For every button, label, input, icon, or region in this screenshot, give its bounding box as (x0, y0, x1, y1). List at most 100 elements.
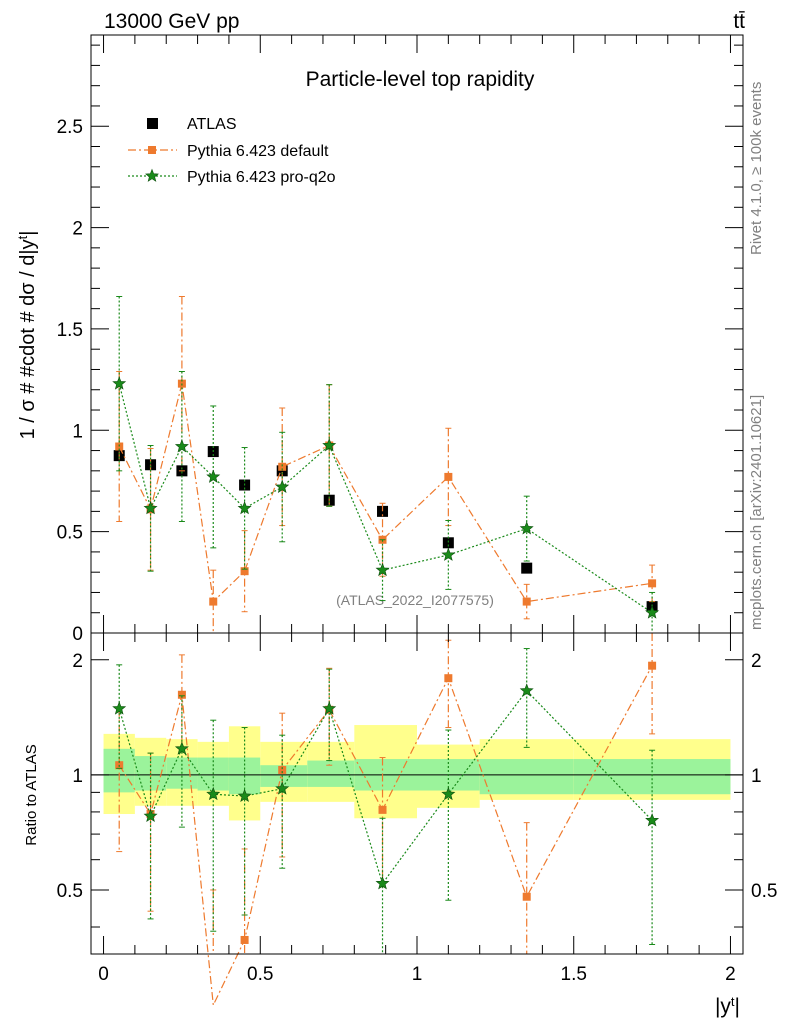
data-point (442, 537, 454, 549)
ratio-y-tick-label-right: 0.5 (751, 881, 777, 902)
x-tick-label: 1.5 (561, 964, 587, 985)
ratio-data-point (645, 813, 660, 827)
data-point (206, 469, 221, 483)
legend-marker-pythia-default (148, 146, 156, 154)
data-point (322, 438, 337, 452)
main-y-axis-label: 1 / σ # #cdot # dσ / d|yt| (15, 231, 40, 440)
axis-label-part: 1 / σ # #cdot # dσ / d|y (17, 239, 39, 439)
rivet-version-label: Rivet 4.1.0, ≥ 100k events (748, 82, 765, 255)
x-tick-label: 0.5 (247, 964, 273, 985)
data-point (521, 562, 533, 574)
ratio-data-point (206, 786, 221, 801)
ratio-uncertainty-bands (103, 725, 731, 821)
legend-marker-atlas (147, 118, 158, 129)
x-tick-label: 1 (412, 964, 423, 985)
ratio-data-point (275, 781, 290, 795)
data-point (237, 501, 252, 515)
data-point (112, 376, 127, 390)
series-line (118, 383, 653, 603)
ratio-data-point (378, 805, 387, 814)
legend: ATLAS Pythia 6.423 default Pythia 6.423 … (128, 116, 336, 186)
series-atlas (113, 446, 658, 613)
ratio-inner-band (479, 759, 574, 795)
x-axis-label: |yt| (715, 994, 740, 1019)
data-point (645, 605, 660, 619)
y-tick-label: 0 (72, 624, 83, 645)
ratio-data-point (112, 701, 127, 715)
ratio-y-axis-label: Ratio to ATLAS (23, 744, 40, 845)
analysis-watermark: (ATLAS_2022_I2077575) (336, 592, 494, 608)
ratio-data-point (375, 876, 390, 890)
ratio-series-pythia-6-423-pro-q2o (112, 648, 660, 954)
legend-label-atlas: ATLAS (187, 116, 237, 133)
ratio-data-point (143, 808, 158, 823)
data-point (275, 479, 290, 493)
legend-entry-atlas: ATLAS (147, 116, 237, 133)
x-tick-label: 2 (725, 964, 736, 985)
y-tick-label: 2 (72, 219, 83, 240)
ratio-data-series (112, 633, 660, 1008)
ratio-y-tick-label: 1 (72, 766, 83, 787)
energy-label: 13000 GeV pp (104, 10, 239, 33)
data-point (276, 465, 288, 477)
data-point (375, 562, 390, 577)
y-tick-label: 2.5 (57, 117, 83, 138)
data-point (519, 521, 534, 535)
data-point (444, 472, 453, 481)
ratio-plot-panel: 0.5 0.5 1 1 2 2 0 0.5 1 1.5 2 Ratio to ATLAS |yt| (23, 632, 777, 1019)
data-point (240, 567, 249, 576)
main-plot-panel: Particle-level top rapidity (ATLAS_2022_… (15, 34, 744, 645)
main-data-series (112, 295, 660, 634)
mcplots-source-label: mcplots.cern.ch [arXiv:2401.10621] (748, 395, 765, 630)
data-point (278, 462, 287, 471)
main-plot-title: Particle-level top rapidity (306, 68, 535, 91)
process-label: tt̄ (733, 10, 745, 33)
series-pythia-6-423-pro-q2o (112, 295, 660, 634)
ratio-inner-band (573, 759, 731, 795)
y-tick-label: 1.5 (57, 320, 83, 341)
y-tick-label: 1 (72, 421, 83, 442)
series-line (118, 383, 653, 614)
ratio-data-point (441, 786, 456, 801)
ratio-data-point (174, 741, 189, 755)
x-tick-label: 0 (98, 964, 109, 985)
legend-marker-pythia-pro-q2o (145, 168, 159, 182)
data-point (377, 505, 389, 517)
ratio-data-point (444, 674, 453, 683)
legend-label-pythia-default: Pythia 6.423 default (187, 143, 329, 160)
axis-label-part: |y (715, 995, 731, 1018)
ratio-data-point (237, 788, 252, 803)
main-axis-ticks: 0 0.5 1 1.5 2 2.5 (57, 35, 743, 645)
data-point (648, 579, 657, 588)
data-point (209, 597, 218, 606)
ratio-inner-band (307, 760, 355, 787)
ratio-data-point (322, 701, 337, 715)
ratio-data-point (177, 690, 186, 699)
ratio-y-tick-label-right: 2 (751, 651, 762, 672)
series-pythia-6-423-default (115, 295, 657, 634)
ratio-data-point (522, 892, 531, 901)
ratio-y-tick-label: 0.5 (57, 881, 83, 902)
ratio-data-point (278, 765, 287, 774)
ratio-y-tick-label-right: 1 (751, 766, 762, 787)
legend-entry-pythia-default: Pythia 6.423 default (128, 143, 329, 160)
axis-label-part: | (735, 995, 740, 1018)
legend-label-pythia-pro-q2o: Pythia 6.423 pro-q2o (187, 169, 336, 186)
y-tick-label: 0.5 (57, 523, 83, 544)
legend-entry-pythia-pro-q2o: Pythia 6.423 pro-q2o (128, 168, 336, 186)
ratio-data-point (240, 935, 249, 944)
data-point (174, 439, 189, 453)
ratio-axis-ticks: 0.5 0.5 1 1 2 2 0 0.5 1 1.5 2 (57, 633, 777, 985)
ratio-inner-band (103, 748, 135, 793)
data-point (143, 501, 158, 515)
ratio-data-point (648, 661, 657, 670)
ratio-y-tick-label: 2 (72, 651, 83, 672)
ratio-series-line (118, 689, 653, 885)
data-point (441, 547, 456, 561)
data-point (115, 442, 124, 451)
ratio-data-point (519, 683, 534, 697)
axis-label-superscript: t (731, 994, 735, 1009)
axis-label-part: | (17, 231, 39, 236)
data-point (522, 597, 531, 606)
